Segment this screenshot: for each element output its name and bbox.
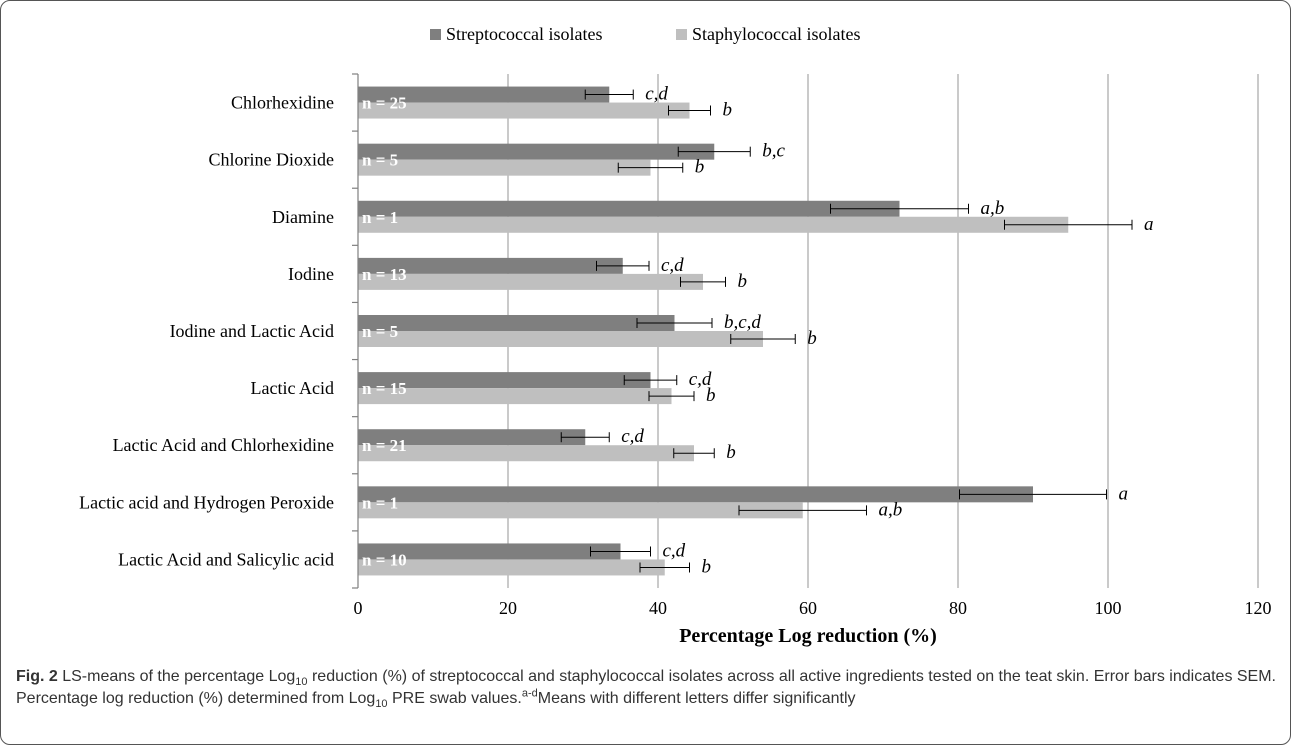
x-tick-label: 80 — [949, 598, 967, 618]
n-label: n = 13 — [362, 265, 407, 284]
bar-staphylococcal — [358, 502, 803, 519]
n-label: n = 15 — [362, 379, 407, 398]
bar-staphylococcal — [358, 331, 763, 347]
significance-letter: a — [1144, 214, 1154, 235]
x-tick-label: 20 — [499, 598, 517, 618]
category-label: Lactic Acid and Salicylic acid — [118, 549, 334, 569]
category-label: Chlorine Dioxide — [209, 150, 334, 170]
significance-letter: b — [738, 271, 748, 292]
n-label: n = 1 — [362, 493, 398, 512]
significance-letter: b — [695, 157, 705, 178]
x-tick-label: 0 — [354, 598, 363, 618]
significance-letter: b,c — [762, 141, 785, 162]
n-label: n = 21 — [362, 436, 407, 455]
caption-text-3: PRE swab values. — [387, 690, 522, 707]
caption-sup: a-d — [521, 687, 538, 700]
legend: Streptococcal isolates Staphylococcal iso… — [430, 24, 860, 44]
bar-chart: Streptococcal isolates Staphylococcal iso… — [79, 24, 1271, 647]
significance-letter: b — [723, 100, 733, 121]
caption-text-1: LS-means of the percentage Log — [57, 668, 296, 685]
bar-staphylococcal — [358, 216, 1069, 233]
significance-letter: a,b — [981, 198, 1005, 219]
significance-letter: c,d — [645, 84, 668, 105]
bar-streptococcal — [358, 143, 715, 160]
caption-text-4: Means with different letters differ sign… — [537, 690, 856, 707]
category-label: Lactic Acid and Chlorhexidine — [113, 435, 334, 455]
significance-letter: b — [702, 556, 712, 577]
bar-staphylococcal — [358, 388, 672, 405]
significance-letter: c,d — [663, 540, 686, 561]
n-label: n = 25 — [362, 94, 407, 113]
legend-swatch — [676, 29, 687, 40]
n-label: n = 5 — [362, 322, 398, 341]
caption-sub-2: 10 — [375, 698, 388, 711]
bar-streptococcal — [358, 315, 675, 331]
significance-letter: c,d — [621, 426, 644, 447]
bar-streptococcal — [358, 486, 1033, 503]
bar-streptococcal — [358, 200, 900, 217]
x-tick-label: 100 — [1095, 598, 1122, 618]
legend-label: Streptococcal isolates — [446, 24, 602, 44]
bar-streptococcal — [358, 543, 621, 560]
caption-text-2: reduction (%) of streptococcal and staph… — [16, 668, 1276, 707]
caption-fig-label: Fig. 2 — [16, 668, 58, 685]
category-label: Iodine — [288, 264, 334, 284]
category-label: Lactic acid and Hydrogen Peroxide — [79, 492, 334, 512]
bar-staphylococcal — [358, 559, 665, 576]
caption-sub-1: 10 — [295, 676, 308, 689]
category-label: Iodine and Lactic Acid — [170, 321, 334, 341]
bar-streptococcal — [358, 257, 623, 274]
significance-letter: b — [807, 328, 817, 349]
n-label: n = 1 — [362, 208, 398, 227]
figure-caption: Fig. 2 LS-means of the percentage Log10 … — [16, 666, 1278, 710]
significance-letter: b — [726, 442, 736, 463]
x-tick-label: 40 — [649, 598, 667, 618]
x-axis-title: Percentage Log reduction (%) — [679, 625, 937, 647]
bar-staphylococcal — [358, 102, 690, 119]
significance-letter: c,d — [689, 369, 712, 390]
n-label: n = 10 — [362, 550, 407, 569]
significance-letter: b — [706, 385, 716, 406]
axes — [352, 73, 359, 589]
bar-staphylococcal — [358, 445, 694, 462]
category-label: Diamine — [272, 207, 334, 227]
category-label: Lactic Acid — [251, 378, 334, 398]
bar-streptococcal — [358, 429, 586, 446]
n-label: n = 5 — [362, 151, 398, 170]
bar-streptococcal — [358, 86, 610, 103]
bar-streptococcal — [358, 372, 651, 389]
significance-letter: b,c,d — [724, 312, 761, 333]
bars — [358, 86, 1133, 576]
x-tick-label: 60 — [799, 598, 817, 618]
significance-letter: c,d — [661, 255, 684, 276]
bar-staphylococcal — [358, 159, 651, 176]
bar-staphylococcal — [358, 273, 703, 290]
significance-letter: a — [1119, 483, 1129, 504]
significance-letter: a,b — [879, 499, 903, 520]
legend-swatch — [430, 29, 441, 40]
x-tick-label: 120 — [1245, 598, 1272, 618]
category-label: Chlorhexidine — [231, 93, 334, 113]
legend-label: Staphylococcal isolates — [692, 24, 860, 44]
